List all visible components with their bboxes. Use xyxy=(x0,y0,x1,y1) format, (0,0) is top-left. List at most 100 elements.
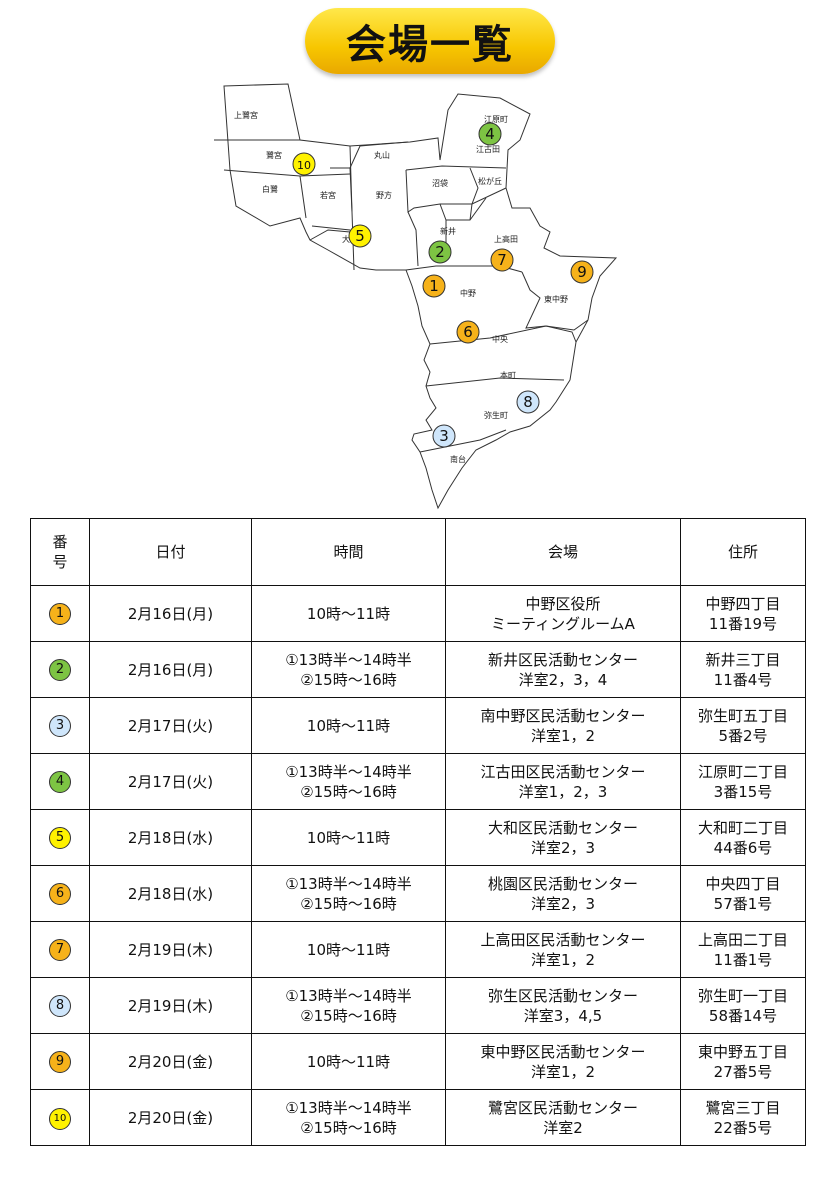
cell-time-line: ①13時半～14時半 xyxy=(285,650,412,669)
cell-address-line: 5番2号 xyxy=(718,726,768,745)
header-address: 住所 xyxy=(680,518,806,586)
cell-address: 新井三丁目 11番4号 xyxy=(680,641,806,698)
cell-address: 中央四丁目 57番1号 xyxy=(680,865,806,922)
cell-address-line: 27番5号 xyxy=(713,1062,773,1081)
map-marker-number: 10 xyxy=(297,159,311,172)
cell-num: 7 xyxy=(30,921,90,978)
ward-label: 鷺宮 xyxy=(266,150,282,160)
cell-num: 5 xyxy=(30,809,90,866)
cell-date: 2月19日(木) xyxy=(89,921,252,978)
cell-venue-line: 洋室2，3 xyxy=(530,894,596,913)
header-num: 番 号 xyxy=(30,518,90,586)
cell-venue-line: 桃園区民活動センター xyxy=(487,874,638,893)
cell-venue: 南中野区民活動センター 洋室1，2 xyxy=(445,697,681,754)
map-marker-number: 2 xyxy=(435,243,445,261)
header-venue: 会場 xyxy=(445,518,681,586)
ward-label: 中央 xyxy=(492,334,508,344)
cell-address-line: 57番1号 xyxy=(713,894,773,913)
cell-date: 2月17日(火) xyxy=(89,753,252,810)
table-row: 1 2月16日(月) 10時～11時 中野区役所 ミーティングルームA 中野四丁目 11番1… xyxy=(30,585,806,642)
map-marker-circle xyxy=(456,320,480,344)
ward-label: 沼袋 xyxy=(432,178,448,188)
map-marker-circle xyxy=(490,248,514,272)
cell-venue-line: 洋室1，2 xyxy=(530,1062,596,1081)
cell-address: 江原町二丁目 3番15号 xyxy=(680,753,806,810)
header-time: 時間 xyxy=(251,518,446,586)
cell-time: ①13時半～14時半 ②15時～16時 xyxy=(251,753,446,810)
ward-label: 松が丘 xyxy=(478,176,502,186)
cell-address-line: 中央四丁目 xyxy=(705,874,781,893)
cell-address-line: 58番14号 xyxy=(708,1006,778,1025)
cell-venue: 江古田区民活動センター 洋室1，2，3 xyxy=(445,753,681,810)
map-marker-10: 10 xyxy=(292,152,316,176)
cell-address: 大和町二丁目 44番6号 xyxy=(680,809,806,866)
cell-venue: 中野区役所 ミーティングルームA xyxy=(445,585,681,642)
ward-label: 本町 xyxy=(500,370,516,380)
cell-venue-line: 洋室1，2 xyxy=(530,726,596,745)
number-badge: 10 xyxy=(49,1107,71,1130)
cell-date: 2月17日(火) xyxy=(89,697,252,754)
cell-address: 東中野五丁目 27番5号 xyxy=(680,1033,806,1090)
map-marker-circle xyxy=(516,390,540,414)
number-badge: 8 xyxy=(49,995,71,1017)
cell-address: 中野四丁目 11番19号 xyxy=(680,585,806,642)
cell-time-line: ②15時～16時 xyxy=(300,670,397,689)
table-row: 6 2月18日(水) ①13時半～14時半 ②15時～16時 桃園区民活動センター 洋室2… xyxy=(30,865,806,922)
ward-label: 上鷺宮 xyxy=(234,110,258,120)
map-marker-number: 9 xyxy=(577,263,587,281)
cell-time-line: ①13時半～14時半 xyxy=(285,874,412,893)
cell-venue-line: 中野区役所 xyxy=(525,594,601,613)
number-badge: 7 xyxy=(49,939,71,961)
map-marker-number: 5 xyxy=(355,227,365,245)
number-badge: 1 xyxy=(49,603,71,625)
cell-date: 2月19日(木) xyxy=(89,977,252,1034)
cell-venue-line: 新井区民活動センター xyxy=(487,650,638,669)
cell-venue: 東中野区民活動センター 洋室1，2 xyxy=(445,1033,681,1090)
map-marker-number: 7 xyxy=(497,251,507,269)
number-badge: 4 xyxy=(49,771,71,793)
cell-venue-line: 上高田区民活動センター xyxy=(480,930,646,949)
map-marker-circle xyxy=(478,122,502,146)
cell-date: 2月16日(月) xyxy=(89,585,252,642)
map-marker-1: 1 xyxy=(422,274,446,298)
cell-venue: 鷺宮区民活動センター 洋室2 xyxy=(445,1089,681,1146)
map-marker-number: 8 xyxy=(523,393,533,411)
cell-date: 2月18日(水) xyxy=(89,865,252,922)
map-marker-circle xyxy=(348,224,372,248)
cell-address-line: 11番1号 xyxy=(713,950,773,969)
cell-venue: 大和区民活動センター 洋室2，3 xyxy=(445,809,681,866)
map-marker-circle xyxy=(432,424,456,448)
map-marker-7: 7 xyxy=(490,248,514,272)
cell-time-line: ②15時～16時 xyxy=(300,1118,397,1137)
cell-address-line: 弥生町五丁目 xyxy=(697,706,788,725)
map-marker-number: 1 xyxy=(429,277,439,295)
cell-time: 10時～11時 xyxy=(251,809,446,866)
cell-time: 10時～11時 xyxy=(251,585,446,642)
cell-time: 10時～11時 xyxy=(251,697,446,754)
cell-venue: 弥生区民活動センター 洋室3，4,5 xyxy=(445,977,681,1034)
cell-time: ①13時半～14時半 ②15時～16時 xyxy=(251,977,446,1034)
cell-address-line: 弥生町一丁目 xyxy=(697,986,788,1005)
cell-num: 1 xyxy=(30,585,90,642)
map-marker-6: 6 xyxy=(456,320,480,344)
map-marker-circle xyxy=(428,240,452,264)
table-row: 7 2月19日(木) 10時～11時 上高田区民活動センター 洋室1，2 上高田二丁目 11… xyxy=(30,921,806,978)
venue-table: 番 号 日付 時間 会場 住所 1 2月16日(月) 10時～11時 中野区役所 ミーテ… xyxy=(30,518,806,1146)
cell-address-line: 44番6号 xyxy=(713,838,773,857)
cell-address-line: 江原町二丁目 xyxy=(697,762,788,781)
map-marker-number: 3 xyxy=(439,427,449,445)
number-badge: 6 xyxy=(49,883,71,905)
ward-label: 丸山 xyxy=(374,150,390,160)
cell-time-line: ①13時半～14時半 xyxy=(285,1098,412,1117)
header-num-line1: 番 xyxy=(52,533,68,551)
cell-address-line: 中野四丁目 xyxy=(705,594,781,613)
cell-address-line: 大和町二丁目 xyxy=(697,818,788,837)
cell-venue: 上高田区民活動センター 洋室1，2 xyxy=(445,921,681,978)
cell-time-line: 10時～11時 xyxy=(306,716,391,735)
cell-venue: 新井区民活動センター 洋室2，3，4 xyxy=(445,641,681,698)
cell-address-line: 東中野五丁目 xyxy=(697,1042,788,1061)
cell-venue-line: 洋室2 xyxy=(543,1118,583,1137)
cell-time: ①13時半～14時半 ②15時～16時 xyxy=(251,641,446,698)
map-marker-number: 6 xyxy=(463,323,473,341)
cell-venue-line: 東中野区民活動センター xyxy=(480,1042,646,1061)
